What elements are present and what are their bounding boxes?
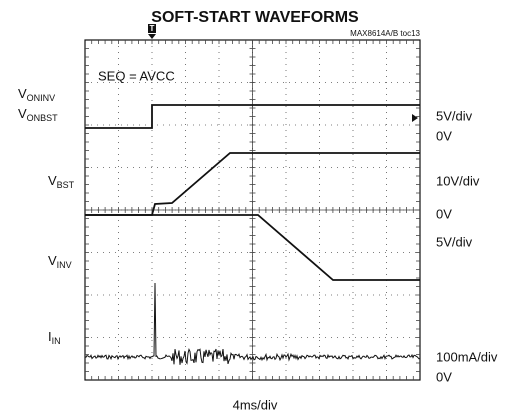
chart-title: SOFT-START WAVEFORMS [151, 9, 359, 26]
label-main: V [48, 253, 57, 268]
scale-label: 10V/div [436, 173, 480, 188]
channel-label: VONBST [18, 106, 58, 123]
trigger-label: T [150, 24, 155, 33]
scale-label: 100mA/div [436, 349, 498, 364]
grid [85, 40, 420, 380]
traces [84, 104, 421, 365]
scale-label: 0V [436, 206, 452, 221]
label-sub: ONBST [27, 113, 59, 123]
trigger-arrow [148, 34, 156, 39]
channel-label: VBST [48, 173, 75, 190]
level-marker [412, 114, 418, 122]
label-main: V [48, 173, 57, 188]
channel-label: VINV [48, 253, 72, 270]
scale-label: 0V [436, 128, 452, 143]
label-sub: ONINV [27, 93, 56, 103]
trigger-marker [148, 24, 156, 33]
scale-label: 5V/div [436, 108, 473, 123]
label-main: I [48, 329, 52, 344]
label-main: V [18, 106, 27, 121]
channel-label: VONINV [18, 86, 55, 103]
trace-vinv [85, 214, 420, 281]
condition: SEQ = AVCC [98, 68, 175, 83]
right-labels: 5V/div 0V 10V/div 0V 5V/div 100mA/div 0V [436, 108, 498, 384]
label-main: V [18, 86, 27, 101]
note: MAX8614A/B toc13 [350, 29, 420, 38]
label-sub: BST [57, 180, 75, 190]
trace-von [85, 104, 420, 129]
channel-label: IIN [48, 329, 61, 346]
label-sub: INV [57, 260, 72, 270]
x-scale: 4ms/div [233, 397, 278, 412]
scale-label: 5V/div [436, 234, 473, 249]
scale-label: 0V [436, 369, 452, 384]
label-sub: IN [52, 336, 61, 346]
trace-iin [84, 282, 421, 365]
